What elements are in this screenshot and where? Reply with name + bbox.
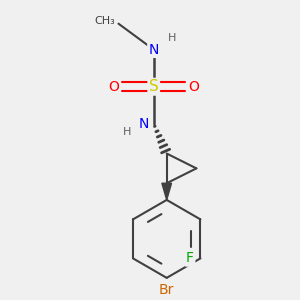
Text: H: H <box>123 127 131 137</box>
Text: CH₃: CH₃ <box>94 16 115 26</box>
Text: N: N <box>138 117 148 131</box>
Polygon shape <box>162 183 172 200</box>
Text: O: O <box>109 80 119 94</box>
Text: H: H <box>168 33 176 43</box>
Text: O: O <box>188 80 199 94</box>
Text: N: N <box>148 43 159 57</box>
Text: F: F <box>186 251 194 266</box>
Text: S: S <box>149 79 159 94</box>
Text: Br: Br <box>159 283 174 297</box>
